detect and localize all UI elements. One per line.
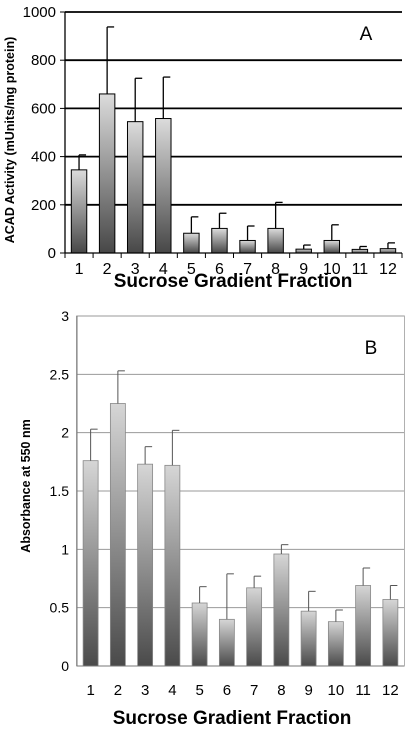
- x-tick-label: 11: [355, 682, 371, 699]
- bar-fraction-2: [98, 93, 116, 254]
- panel-b-x-ticks: 1 2 3 4 5 6 7 8 9 10 11 12: [86, 682, 398, 699]
- x-tick-label: 3: [131, 261, 140, 278]
- x-tick-label: 1: [86, 682, 94, 699]
- x-tick-label: 5: [187, 261, 196, 278]
- panel-a-error-bars: [78, 26, 395, 250]
- bar-fraction-8: [267, 227, 284, 254]
- x-tick-label: 4: [168, 682, 176, 699]
- y-tick-label: 1.5: [50, 483, 70, 499]
- y-tick-label: 600: [31, 100, 56, 117]
- panel-b-error-bars: [90, 370, 398, 622]
- panel-b-y-ticks: 0 0.5 1 1.5 2 2.5 3: [50, 308, 70, 674]
- x-tick-label: 1: [75, 261, 84, 278]
- panel-b-y-axis-label: Absorbance at 550 nm: [19, 419, 33, 552]
- x-tick-label: 2: [114, 682, 122, 699]
- x-tick-label: 2: [103, 261, 112, 278]
- panel-a-letter: A: [360, 24, 373, 45]
- bar-fraction-11: [355, 585, 372, 667]
- y-tick-label: 400: [31, 149, 56, 166]
- bar-fraction-10: [323, 239, 341, 254]
- bar-fraction-12: [379, 248, 397, 254]
- bar-fraction-8: [273, 553, 290, 667]
- x-tick-label: 6: [215, 261, 224, 278]
- y-tick-label: 0: [61, 658, 69, 674]
- x-tick-label: 6: [223, 682, 231, 699]
- bar-fraction-6: [211, 227, 228, 254]
- bar-fraction-3: [126, 121, 144, 254]
- bar-fraction-4: [164, 464, 181, 667]
- bar-fraction-9: [300, 610, 317, 667]
- y-tick-label: 0.5: [50, 600, 70, 616]
- panel-a-bars: [70, 93, 397, 254]
- y-tick-label: 800: [31, 52, 56, 69]
- bar-fraction-5: [183, 232, 200, 254]
- y-tick-label: 2.5: [50, 366, 70, 382]
- bar-fraction-3: [137, 463, 154, 667]
- panel-b-x-axis-label: Sucrose Gradient Fraction: [113, 708, 352, 729]
- bar-fraction-2: [109, 403, 126, 667]
- y-tick-label: 1: [61, 541, 69, 557]
- x-tick-label: 8: [277, 682, 285, 699]
- panel-a-x-axis-label: Sucrose Gradient Fraction: [114, 271, 353, 292]
- x-tick-label: 8: [271, 261, 280, 278]
- bar-fraction-7: [239, 239, 256, 254]
- x-tick-label: 5: [195, 682, 203, 699]
- x-tick-label: 4: [159, 261, 168, 278]
- bar-fraction-1: [70, 169, 88, 254]
- chart-panel-b: 00.511.522.53 1 2 3 4 5 6 7 8 9 10 11 12 B Absorban…: [19, 308, 405, 729]
- bar-fraction-4: [155, 118, 172, 254]
- panel-b-gridlines: [77, 315, 404, 609]
- y-tick-label: 1000: [23, 4, 56, 21]
- y-tick-label: 3: [61, 308, 69, 324]
- x-tick-label: 12: [382, 682, 399, 699]
- y-tick-label: 0: [48, 245, 56, 262]
- x-tick-label: 9: [299, 261, 308, 278]
- panel-a-y-axis-label: ACAD Activity (mUnits/mg protein): [3, 37, 17, 244]
- bar-fraction-10: [327, 621, 344, 667]
- panel-a-x-ticks: 1 2 3 4 5 6 7 8 9 10 11 12: [64, 253, 403, 278]
- panel-b-bars: [82, 403, 399, 667]
- bar-fraction-12: [382, 599, 399, 667]
- x-tick-label: 11: [352, 261, 369, 278]
- x-tick-label: 9: [304, 682, 312, 699]
- x-tick-label: 7: [250, 682, 258, 699]
- bar-fraction-6: [218, 618, 235, 667]
- bar-fraction-5: [191, 602, 208, 667]
- y-tick-label: 200: [31, 197, 56, 214]
- x-tick-label: 7: [243, 261, 252, 278]
- x-tick-label: 10: [323, 261, 341, 278]
- panel-b-letter: B: [365, 338, 378, 359]
- bar-fraction-1: [82, 460, 99, 667]
- bar-fraction-7: [246, 587, 263, 667]
- x-tick-label: 10: [328, 682, 345, 699]
- panel-a-y-ticks: 0 200 400 600 800 1000: [23, 4, 65, 262]
- x-tick-label: 12: [379, 261, 397, 278]
- x-tick-label: 3: [141, 682, 149, 699]
- y-tick-label: 2: [61, 425, 69, 441]
- panel-a-gridlines: [65, 11, 402, 206]
